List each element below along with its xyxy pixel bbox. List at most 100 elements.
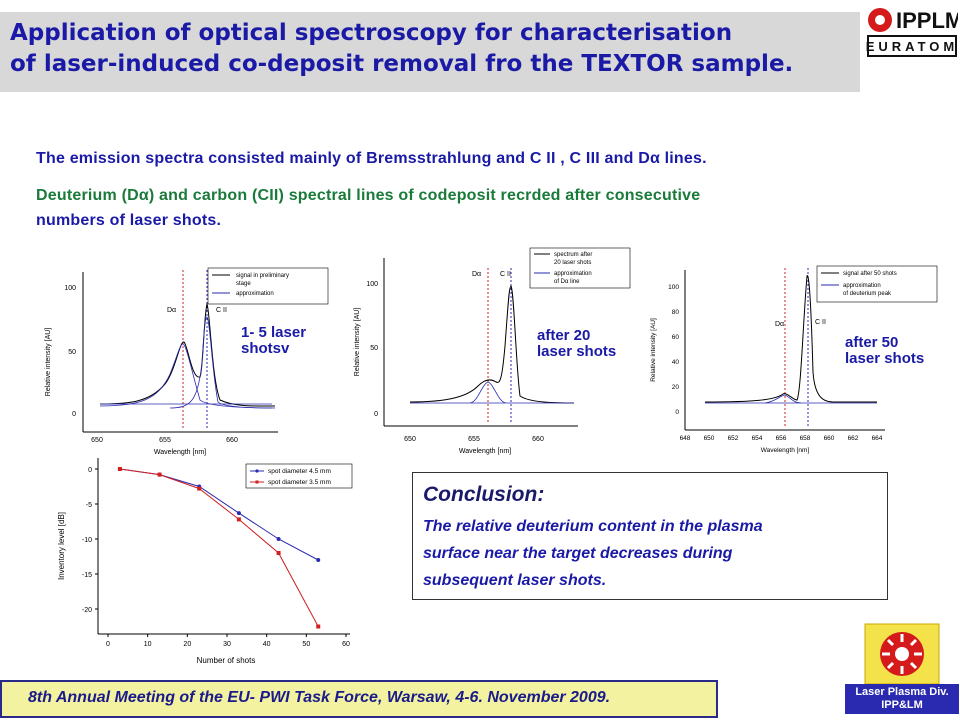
conclusion-line-3: subsequent laser shots. [423,572,607,589]
s1-xlabel: Wavelength [nm] [154,449,206,456]
s3-ytick: 40 [672,359,680,366]
s3-annotation: after 50 laser shots [845,335,924,367]
s1-line-label-d-alpha: Dα [167,307,176,314]
footer-text: 8th Annual Meeting of the EU- PWI Task F… [28,689,611,706]
legend-series-2: spot diameter 3.5 mm [268,479,331,486]
s2-annotation-line-2: laser shots [537,343,617,360]
y-axis-label: Inventory level [dB] [57,512,66,580]
s3-annotation-line-1: after 50 [845,334,899,351]
s3-xtick: 662 [848,435,859,442]
s2-ylabel: Relative intensity [AU] [354,308,361,377]
intro-line-1: The emission spectra consisted mainly of… [36,150,707,167]
s1-ytick: 50 [68,349,76,356]
s1-legend-item-1b: stage [236,281,251,287]
data-point [276,551,281,555]
page-title-line-1: Application of optical spectroscopy for … [10,20,733,46]
spectrum-panel-3: 648 650 652 654 656 658 660 662 664 0 20… [645,262,950,458]
s3-xtick: 660 [824,435,835,442]
intro-line-2: Deuterium (Dα) and carbon (CII) spectral… [36,187,701,204]
data-point [316,624,321,629]
s2-legend-item-1b: 20 laser shots [554,260,591,266]
s1-legend-item-2: approximation [236,291,274,297]
x-tick-label: 60 [342,641,350,648]
s1-xtick: 655 [159,437,171,444]
x-tick-label: 30 [223,641,231,648]
s2-xtick: 655 [468,436,480,443]
intro-line-3: numbers of laser shots. [36,212,222,229]
s3-ytick: 100 [668,284,679,291]
s1-xtick: 660 [226,437,238,444]
s3-ylabel: Relative intensity [AU] [650,318,657,382]
conclusion-line-2: surface near the target decreases during [423,545,733,562]
s2-legend-item-2b: of Dα line [554,279,580,285]
title-bar [0,12,860,92]
y-tick-label: -20 [82,607,92,614]
spectrum-panel-1: 650 655 660 0 50 100 Wavelength [nm] Rel… [40,262,350,458]
page-title-line-2: of laser-induced co-deposit removal fro … [10,51,794,77]
laser-plasma-label-line-1: Laser Plasma Div. [855,686,949,698]
series-line-2 [119,468,319,627]
laser-plasma-label: Laser Plasma Div. IPP&LM [845,684,959,714]
logo-subtitle: EURATOM [866,39,958,54]
s3-legend: signal after 50 shots approximation of d… [816,265,938,303]
ipplm-logo: IPPLM EURATOM [866,8,958,57]
s3-legend-item-1: signal after 50 shots [843,271,897,277]
data-point [276,537,281,541]
y-tick-label: -10 [82,537,92,544]
s1-ytick: 100 [64,285,76,292]
laser-plasma-label-line-2: IPP&LM [881,699,923,711]
s2-line-label-d-alpha: Dα [472,271,481,278]
s2-annotation-line-1: after 20 [537,327,591,344]
s3-xtick: 654 [752,435,763,442]
s2-ytick: 100 [366,281,378,288]
laser-plasma-logo [864,623,940,685]
s1-legend-item-1: signal in preliminary [236,273,289,279]
y-tick-label: -5 [86,502,92,509]
data-point [316,558,321,562]
s1-line-label-c-ii: C II [216,307,227,314]
x-tick-label: 20 [183,641,191,648]
s2-line-label-c-ii: C II [500,271,511,278]
s3-xtick: 648 [680,435,691,442]
data-point [236,517,241,522]
s2-legend-item-1: spectrum after [554,252,592,258]
s2-xtick: 650 [404,436,416,443]
laser-burst-icon [880,632,924,676]
s3-legend-item-2: approximation [843,283,881,289]
s3-xtick: 664 [872,435,883,442]
x-tick-label: 40 [263,641,271,648]
s1-legend: signal in preliminary stage approximatio… [207,267,329,305]
x-tick-label: 10 [144,641,152,648]
chart-legend: spot diameter 4.5 mm spot diameter 3.5 m… [245,463,353,489]
s1-annotation-line-2: shotsv [241,340,290,357]
data-point [117,467,122,471]
s3-ytick: 20 [672,384,680,391]
s3-annotation-line-2: laser shots [845,350,925,367]
s3-xtick: 658 [800,435,811,442]
s3-ytick: 0 [675,409,679,416]
s2-annotation: after 20 laser shots [537,328,616,360]
s2-ytick: 0 [374,411,378,418]
conclusion-box: Conclusion: The relative deuterium conte… [412,472,888,600]
logo-name: IPPLM [896,8,958,33]
s1-ytick: 0 [72,411,76,418]
y-tick-label: -15 [82,572,92,579]
x-axis-label: Number of shots [197,656,256,665]
data-point [236,511,241,516]
s1-annotation: 1- 5 laser shotsv [241,325,306,357]
s2-ytick: 50 [370,345,378,352]
conclusion-line-1: The relative deuterium content in the pl… [423,518,763,535]
y-tick-label: 0 [88,467,92,474]
conclusion-heading: Conclusion: [423,483,545,506]
inventory-level-chart: 0 10 20 30 40 50 60 0 -5 -10 -15 -20 Number of shot… [57,458,353,665]
s2-legend: spectrum after 20 laser shots approximat… [529,247,631,289]
spectrum-panel-2: 650 655 660 0 50 100 Wavelength [nm] Rel… [350,246,650,456]
s3-legend-item-2b: of deuterium peak [843,291,892,297]
s3-line-label-d-alpha: Dα [775,321,784,328]
s3-xtick: 656 [776,435,787,442]
s3-xtick: 650 [704,435,715,442]
data-point [157,472,162,477]
s1-xtick: 650 [91,437,103,444]
s3-xlabel: Wavelength [nm] [761,447,810,454]
footer-banner: 8th Annual Meeting of the EU- PWI Task F… [0,680,718,718]
